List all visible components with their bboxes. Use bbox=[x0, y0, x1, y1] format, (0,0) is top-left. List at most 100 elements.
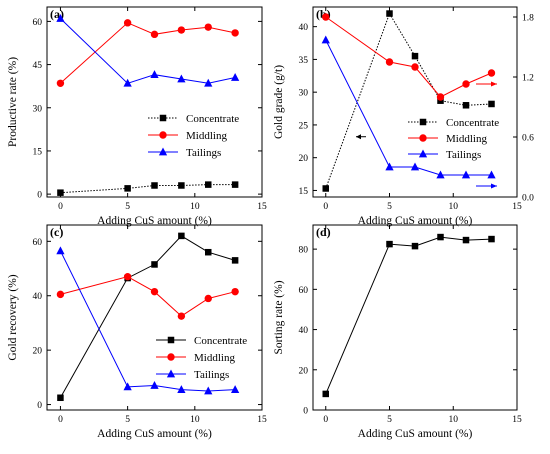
series-concentrate bbox=[57, 181, 239, 196]
series-tailings bbox=[56, 246, 240, 395]
series-line bbox=[60, 276, 236, 317]
plot-frame bbox=[312, 6, 518, 198]
series-line bbox=[59, 235, 236, 399]
data-point bbox=[177, 385, 186, 393]
legend-label: Tailings bbox=[446, 149, 481, 161]
x-tick-label: 5 bbox=[125, 415, 130, 425]
legend-marker bbox=[159, 131, 167, 139]
data-point bbox=[151, 261, 158, 268]
y-tick-label: 15 bbox=[33, 147, 43, 157]
legend-marker bbox=[167, 353, 175, 361]
series-tailings bbox=[321, 35, 496, 179]
x-axis-label: Adding CuS amount (%) bbox=[358, 215, 473, 227]
series-line bbox=[59, 250, 236, 392]
x-tick-label: 10 bbox=[449, 415, 459, 425]
left-axis-arrow-head bbox=[356, 134, 361, 140]
x-tick-label: 15 bbox=[257, 415, 267, 425]
data-point bbox=[385, 58, 394, 66]
legend-marker bbox=[419, 134, 427, 142]
data-point bbox=[123, 19, 132, 27]
series-line bbox=[325, 12, 492, 189]
x-tick-label: 10 bbox=[449, 202, 459, 212]
legend-label: Middling bbox=[446, 133, 487, 145]
y-tick-label: 20 bbox=[299, 154, 309, 164]
data-point bbox=[231, 287, 239, 296]
legend-marker bbox=[158, 147, 168, 156]
series-sorting-rate bbox=[322, 233, 495, 398]
legend-label: Tailings bbox=[186, 147, 221, 159]
data-point bbox=[178, 182, 185, 189]
y-axis-label: Sorting rate (%) bbox=[273, 280, 285, 354]
data-point bbox=[436, 93, 445, 101]
data-point bbox=[57, 189, 64, 196]
x-tick-label: 5 bbox=[387, 415, 392, 425]
middling-right-arrow-head bbox=[491, 81, 497, 87]
x-tick-label: 5 bbox=[125, 202, 130, 212]
series-middling bbox=[322, 13, 496, 101]
data-point bbox=[231, 385, 240, 393]
data-point bbox=[322, 185, 329, 192]
x-tick-label: 10 bbox=[190, 202, 200, 212]
data-point bbox=[437, 233, 444, 241]
series-line bbox=[60, 18, 236, 84]
plot-frame bbox=[312, 224, 518, 411]
plot-frame bbox=[46, 6, 263, 198]
x-tick-label: 0 bbox=[323, 415, 328, 425]
y-tick-label: 60 bbox=[33, 238, 43, 248]
data-point bbox=[56, 79, 65, 87]
data-point bbox=[151, 182, 158, 189]
series-tailings bbox=[56, 14, 240, 87]
legend: Concentrate Middling Tailings bbox=[156, 335, 247, 381]
legend-label: Concentrate bbox=[446, 117, 499, 129]
data-point bbox=[177, 26, 186, 34]
data-point bbox=[177, 312, 186, 320]
data-point bbox=[386, 10, 393, 17]
y2-tick-label: 1.2 bbox=[522, 74, 534, 84]
data-point bbox=[123, 272, 132, 281]
data-point bbox=[411, 242, 419, 250]
y-tick-label: 0 bbox=[303, 407, 308, 417]
legend-marker bbox=[418, 149, 428, 158]
legend-marker bbox=[167, 336, 175, 344]
y2-tick-label: 0.6 bbox=[522, 134, 534, 144]
tailings-right-arrow-head bbox=[491, 183, 497, 189]
x-axis-label: Adding CuS amount (%) bbox=[97, 428, 212, 440]
data-point bbox=[57, 394, 64, 402]
legend: Concentrate Middling Tailings bbox=[408, 117, 499, 161]
y-tick-label: 0 bbox=[37, 401, 42, 411]
y-axis-label: Gold grade (g/t) bbox=[273, 65, 285, 139]
series-concentrate bbox=[322, 10, 495, 192]
data-point bbox=[204, 78, 213, 87]
panel-d: 0 5 10 15 0 20 40 60 80 Adding CuS amount (%) Sort… bbox=[273, 224, 522, 440]
data-point bbox=[461, 170, 471, 179]
legend-label: Middling bbox=[186, 130, 227, 142]
x-axis-label: Adding CuS amount (%) bbox=[97, 215, 212, 227]
legend-marker bbox=[159, 114, 167, 122]
data-point bbox=[204, 294, 212, 303]
data-point bbox=[231, 181, 239, 188]
y-tick-label: 30 bbox=[299, 89, 309, 99]
y-tick-label: 45 bbox=[33, 61, 43, 71]
data-point bbox=[462, 80, 470, 88]
data-point bbox=[488, 235, 495, 243]
legend-marker bbox=[419, 118, 427, 126]
x-tick-label: 15 bbox=[512, 202, 522, 212]
data-point bbox=[177, 74, 186, 83]
x-tick-label: 15 bbox=[512, 415, 522, 425]
data-point bbox=[150, 30, 159, 39]
data-point bbox=[204, 23, 212, 31]
data-point bbox=[231, 73, 240, 81]
legend-label: Concentrate bbox=[186, 113, 239, 125]
panel-b: 0 5 10 15 15 20 25 30 35 40 0.0 0.6 1.2 1.8 Adding CuS… bbox=[273, 6, 534, 227]
legend-marker bbox=[166, 369, 176, 378]
x-axis-label: Adding CuS amount (%) bbox=[358, 428, 473, 440]
data-point bbox=[322, 13, 330, 21]
x-tick-label: 0 bbox=[58, 415, 63, 425]
legend-label: Middling bbox=[194, 352, 235, 364]
y-tick-label: 60 bbox=[33, 18, 43, 28]
data-point bbox=[123, 78, 132, 87]
y-tick-label: 60 bbox=[299, 286, 309, 296]
data-point bbox=[56, 246, 65, 255]
x-tick-label: 10 bbox=[190, 415, 200, 425]
